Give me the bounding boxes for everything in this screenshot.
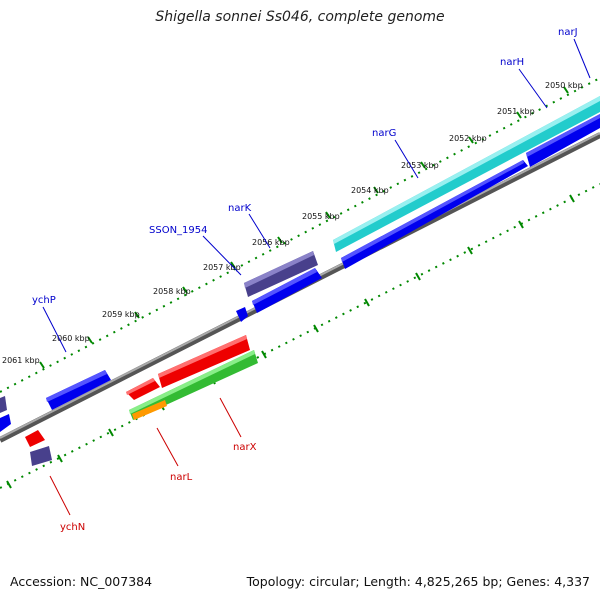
gene-label-narG: narG [372, 128, 396, 139]
tick-label: 2053 kbp [401, 161, 439, 170]
tick-label: 2057 kbp [203, 263, 241, 272]
page-title: Shigella sonnei Ss046, complete genome [155, 9, 445, 25]
gene-label-narH: narH [500, 57, 524, 68]
tick-label: 2056 kbp [252, 238, 290, 247]
tick-label: 2058 kbp [153, 287, 191, 296]
accession-label: Accession: NC_007384 [10, 574, 153, 589]
tick-label: 2059 kbp [102, 310, 140, 319]
reverse-cds [25, 335, 250, 447]
tick-label: 2055 kbp [302, 212, 340, 221]
gene-label-narK: narK [228, 203, 252, 214]
tick-label: 2051 kbp [497, 107, 535, 116]
gene-label-narX: narX [233, 442, 257, 453]
gene-label-ychN: ychN [60, 522, 85, 533]
kbp-tick-labels: 2050 kbp 2051 kbp 2052 kbp 2053 kbp 2054… [2, 81, 583, 365]
forward-cds [0, 114, 600, 432]
inner-scale-track [0, 183, 600, 489]
inner-major-ticks [6, 194, 575, 489]
pseudo-features [0, 251, 318, 466]
outer-scale-track [0, 77, 600, 393]
outer-major-ticks [39, 86, 569, 369]
orange-feature [132, 400, 167, 420]
gene-label-SSON_1954: SSON_1954 [149, 225, 208, 236]
gene-leader-lines-reverse [49, 397, 242, 516]
gene-label-narL: narL [170, 472, 193, 483]
gene-labels: narJ narH narG narK SSON_1954 ychP narX … [32, 27, 578, 533]
topology-label: Topology: circular; Length: 4,825,265 bp… [246, 574, 590, 589]
tick-label: 2060 kbp [52, 334, 90, 343]
tick-label: 2052 kbp [449, 134, 487, 143]
rna-feature [333, 96, 600, 252]
tick-label: 2050 kbp [545, 81, 583, 90]
gene-label-ychP: ychP [32, 295, 56, 306]
tick-label: 2061 kbp [2, 356, 40, 365]
gene-leader-lines-forward [42, 38, 591, 353]
gene-label-narJ: narJ [558, 27, 578, 38]
tick-label: 2054 kbp [351, 186, 389, 195]
